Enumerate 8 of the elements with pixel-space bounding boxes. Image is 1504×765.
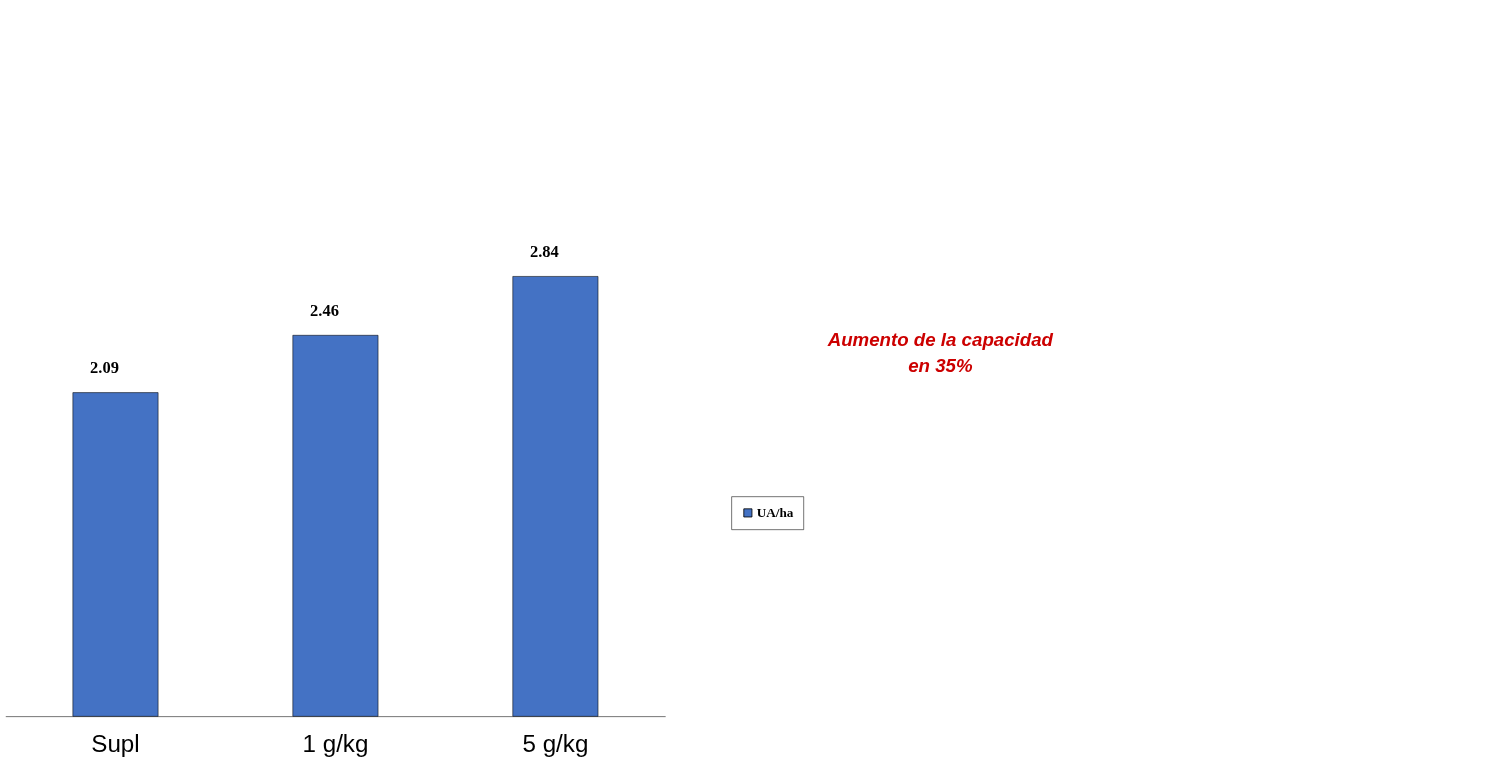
legend-label: UA/ha xyxy=(756,504,794,520)
text: Aumento de la capacidad en 35% xyxy=(826,329,1054,376)
x-tick-label: 1 g/kg xyxy=(302,730,369,758)
data-label: 2.84 xyxy=(529,241,559,261)
data-label: 2.09 xyxy=(90,357,119,377)
x-tick-label: 5 g/kg xyxy=(522,730,589,758)
x-tick-label: Supl xyxy=(91,730,140,758)
data-label: 2.46 xyxy=(310,300,339,320)
